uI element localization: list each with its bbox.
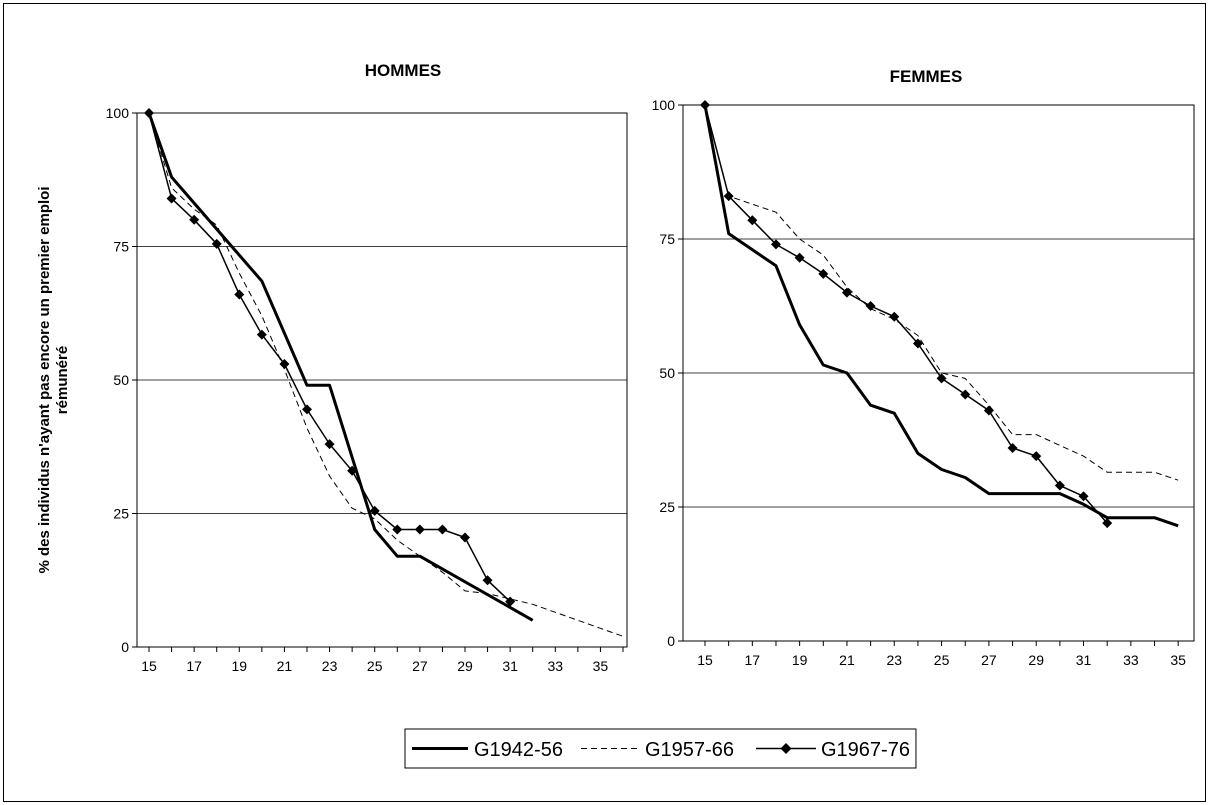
femmes-point-g1967-76-16 <box>723 191 734 202</box>
y-axis-label: % des individus n'ayant pas encore un pr… <box>36 186 71 573</box>
legend-label-g1967-76: G1967-76 <box>821 739 910 761</box>
panel-hommes: HOMMES 0 25 50 75 100 15 17 19 21 23 25 27 29 31 33 35 <box>106 61 628 674</box>
hommes-point-g1967-76-26 <box>392 524 403 535</box>
femmes-point-g1967-76-29 <box>1031 451 1042 462</box>
femmes-ytick-label-0: 0 <box>667 633 675 649</box>
hommes-point-g1967-76-28 <box>437 524 448 535</box>
y-axis-label-line1: % des individus n'ayant pas encore un pr… <box>36 186 53 573</box>
femmes-ytick-label-100: 100 <box>652 97 676 113</box>
femmes-xtick-label-21: 21 <box>839 652 855 668</box>
hommes-point-g1967-76-20 <box>256 329 267 340</box>
hommes-xtick-label-27: 27 <box>412 658 428 674</box>
y-axis-label-line2: rémunéré <box>54 346 71 414</box>
legend-label-g1942-56: G1942-56 <box>474 739 563 761</box>
hommes-point-g1967-76-22 <box>302 404 312 415</box>
hommes-point-g1967-76-23 <box>324 439 335 450</box>
hommes-xtick-label-17: 17 <box>186 658 202 674</box>
femmes-point-g1967-76-32 <box>1102 518 1113 529</box>
hommes-ytick-label-0: 0 <box>121 639 129 655</box>
femmes-point-g1967-76-20 <box>818 268 829 279</box>
hommes-point-g1967-76-24 <box>347 465 358 476</box>
femmes-point-g1967-76-15 <box>700 100 710 110</box>
femmes-point-g1967-76-30 <box>1054 480 1065 491</box>
hommes-xtick-label-31: 31 <box>502 658 518 674</box>
hommes-point-g1967-76-17 <box>189 214 200 225</box>
hommes-point-g1967-76-29 <box>460 532 470 543</box>
femmes-xtick-label-25: 25 <box>934 652 950 668</box>
femmes-xtick-label-17: 17 <box>745 652 761 668</box>
hommes-xtick-label-21: 21 <box>277 658 293 674</box>
hommes-point-g1967-76-19 <box>234 289 245 300</box>
hommes-point-g1967-76-25 <box>369 505 380 516</box>
hommes-ytick-label-50: 50 <box>113 372 129 388</box>
hommes-ytick-label-100: 100 <box>106 105 130 121</box>
femmes-xtick-label-19: 19 <box>792 652 808 668</box>
femmes-xtick-label-35: 35 <box>1170 652 1186 668</box>
hommes-ytick-label-75: 75 <box>113 239 129 255</box>
femmes-ytick-label-75: 75 <box>659 231 675 247</box>
panel-title-femmes: FEMMES <box>890 67 963 86</box>
femmes-series-g1957-66 <box>704 104 1179 481</box>
legend-box <box>404 728 917 769</box>
legend: G1942-56 G1957-66 G1967-76 <box>404 728 917 769</box>
femmes-point-g1967-76-26 <box>960 389 971 400</box>
femmes-point-g1967-76-21 <box>841 287 852 298</box>
chart-frame <box>3 3 1206 802</box>
hommes-point-g1967-76-15 <box>144 108 154 118</box>
legend-label-g1957-66: G1957-66 <box>645 739 734 761</box>
femmes-ytick-label-50: 50 <box>659 365 675 381</box>
femmes-series-g1967-76 <box>704 104 1108 524</box>
femmes-xtick-label-29: 29 <box>1028 652 1044 668</box>
legend-marker-g1967-76 <box>780 743 792 754</box>
femmes-point-g1967-76-25 <box>936 373 947 384</box>
hommes-xtick-label-25: 25 <box>367 658 383 674</box>
femmes-point-g1967-76-18 <box>770 239 781 250</box>
femmes-xtick-label-31: 31 <box>1076 652 1092 668</box>
femmes-xtick-label-15: 15 <box>697 652 713 668</box>
hommes-xtick-label-23: 23 <box>322 658 338 674</box>
femmes-point-g1967-76-31 <box>1078 491 1089 502</box>
panel-title-hommes: HOMMES <box>365 61 442 80</box>
hommes-point-g1967-76-16 <box>166 193 177 204</box>
hommes-xtick-label-35: 35 <box>593 658 609 674</box>
hommes-point-g1967-76-18 <box>211 238 222 249</box>
hommes-xtick-label-19: 19 <box>231 658 247 674</box>
hommes-ytick-label-25: 25 <box>113 506 129 522</box>
femmes-point-g1967-76-24 <box>912 338 923 349</box>
femmes-xtick-label-27: 27 <box>981 652 997 668</box>
hommes-xtick-label-29: 29 <box>457 658 473 674</box>
femmes-point-g1967-76-27 <box>983 405 994 416</box>
femmes-point-g1967-76-28 <box>1007 443 1018 454</box>
hommes-point-g1967-76-21 <box>279 358 290 369</box>
hommes-point-g1967-76-30 <box>482 575 493 586</box>
femmes-xtick-label-23: 23 <box>886 652 902 668</box>
hommes-series-g1942-56 <box>147 112 534 622</box>
hommes-point-g1967-76-27 <box>414 524 425 535</box>
femmes-point-g1967-76-17 <box>747 215 758 226</box>
femmes-point-g1967-76-23 <box>889 311 900 322</box>
femmes-point-g1967-76-19 <box>794 252 805 263</box>
hommes-series-g1957-66 <box>148 112 624 637</box>
hommes-point-g1967-76-31 <box>505 596 516 607</box>
hommes-series-g1967-76 <box>148 112 511 603</box>
femmes-series-g1942-56 <box>703 104 1179 528</box>
femmes-point-g1967-76-22 <box>865 301 876 311</box>
femmes-xtick-label-33: 33 <box>1123 652 1139 668</box>
hommes-xtick-label-15: 15 <box>141 658 157 674</box>
panel-femmes: FEMMES 0 25 50 75 100 15 17 19 21 23 25 27 29 31 33 35 <box>652 67 1195 668</box>
femmes-ytick-label-25: 25 <box>659 499 675 515</box>
hommes-xtick-label-33: 33 <box>547 658 563 674</box>
